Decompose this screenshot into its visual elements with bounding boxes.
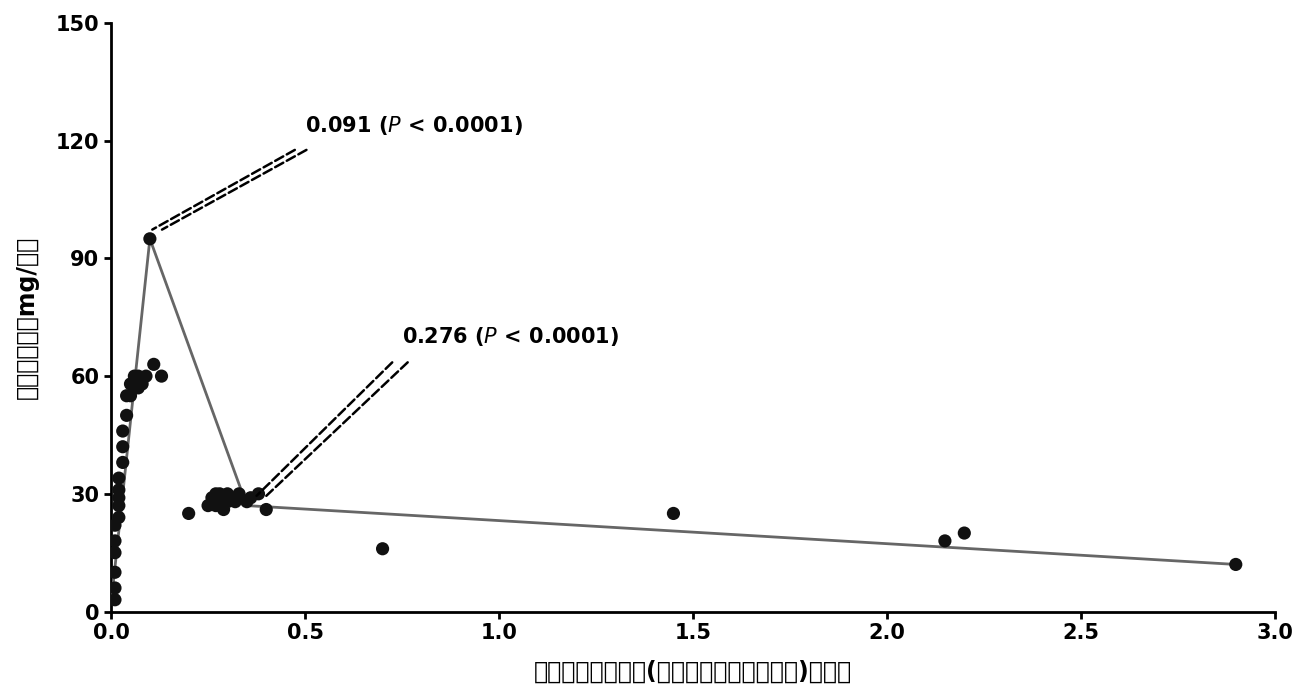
Point: [105, 567, 126, 578]
Point: [140, 233, 161, 245]
Point: [150, 370, 171, 382]
Point: [205, 488, 226, 499]
Point: [109, 492, 129, 503]
Text: 0.091 ($P$ < 0.0001): 0.091 ($P$ < 0.0001): [305, 113, 523, 136]
Point: [109, 484, 129, 496]
Text: 0.276 ($P$ < 0.0001): 0.276 ($P$ < 0.0001): [402, 325, 619, 348]
Point: [109, 473, 129, 484]
Point: [237, 496, 258, 507]
Point: [209, 496, 230, 507]
Point: [205, 500, 226, 511]
Point: [144, 359, 165, 370]
Point: [112, 426, 133, 437]
Point: [225, 496, 246, 507]
Point: [116, 410, 137, 421]
Point: [663, 508, 684, 519]
Point: [229, 488, 250, 499]
Point: [105, 535, 126, 547]
Point: [105, 582, 126, 593]
Point: [105, 547, 126, 559]
Point: [124, 382, 145, 394]
Point: [249, 488, 269, 499]
Point: [934, 535, 955, 547]
Point: [112, 441, 133, 452]
Point: [136, 370, 157, 382]
Point: [1226, 559, 1247, 570]
Point: [132, 378, 153, 389]
Point: [256, 504, 277, 515]
Point: [178, 508, 199, 519]
Point: [213, 504, 234, 515]
Point: [109, 512, 129, 523]
Point: [128, 370, 149, 382]
Point: [217, 496, 238, 507]
Point: [105, 594, 126, 605]
Point: [221, 492, 242, 503]
Point: [209, 488, 230, 499]
Point: [198, 500, 218, 511]
Point: [954, 528, 974, 539]
Y-axis label: 生米干重量（mg/株）: 生米干重量（mg/株）: [14, 236, 39, 399]
Point: [241, 492, 262, 503]
Point: [124, 370, 145, 382]
Point: [128, 382, 149, 394]
Point: [201, 492, 222, 503]
Point: [120, 378, 141, 389]
Point: [217, 488, 238, 499]
Point: [109, 500, 129, 511]
Point: [105, 519, 126, 531]
Point: [120, 390, 141, 401]
Point: [112, 457, 133, 468]
Point: [116, 390, 137, 401]
X-axis label: 钙与其它养分元素(氮、磷、钾、镁和锌等)的比值: 钙与其它养分元素(氮、磷、钾、镁和锌等)的比值: [534, 660, 852, 684]
Point: [371, 543, 392, 554]
